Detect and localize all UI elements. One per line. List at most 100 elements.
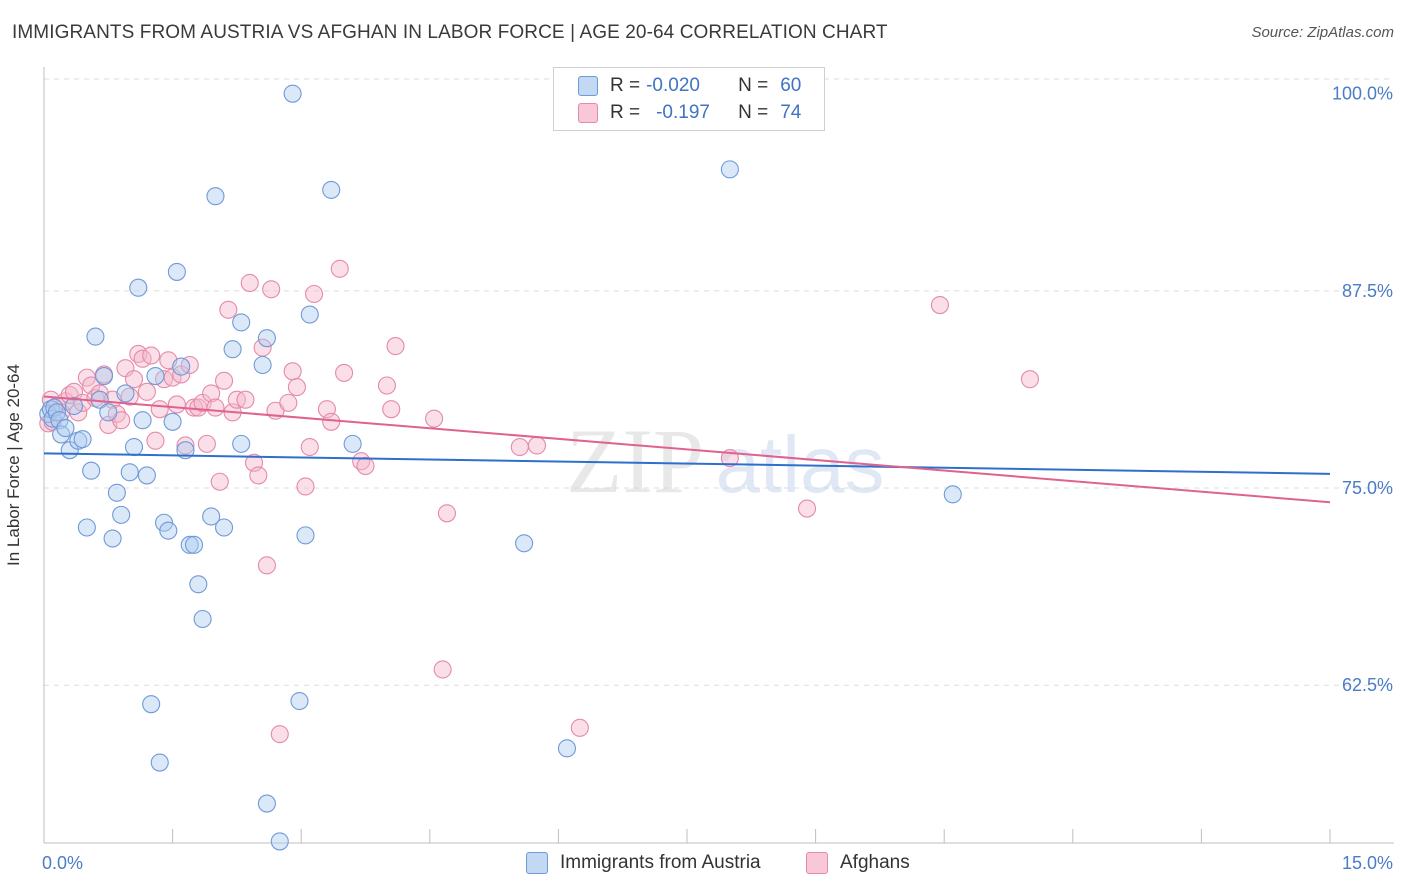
point-austria [146,366,165,386]
point-afghans [1020,370,1039,389]
y-tick-label: 62.5% [1342,675,1393,695]
point-austria [189,575,208,594]
point-austria [82,461,101,480]
trend-line-austria [43,452,1331,475]
point-austria [232,313,251,332]
point-afghans [322,412,341,431]
point-afghans [137,382,156,401]
point-austria [343,434,362,453]
point-austria [943,485,962,504]
point-austria [120,463,139,482]
series-afghans [39,259,1039,744]
point-austria [557,739,577,758]
legend-n-value: 74 [780,102,802,123]
point-afghans [300,437,319,457]
point-afghans [150,400,169,419]
series-legend: Immigrants from Austria Afghans [0,852,1406,878]
point-austria [159,521,178,540]
point-austria [257,329,276,348]
point-austria [99,403,118,422]
point-afghans [240,273,259,293]
legend-r-label: R = [610,75,641,96]
point-austria [124,437,144,457]
point-afghans [356,456,375,476]
correlation-legend: R = -0.020 N = 60 R = -0.197 N = 74 [553,67,825,131]
legend-n-label: N = [738,75,769,96]
point-afghans [305,284,324,304]
point-afghans [236,390,255,409]
source-label: Source: ZipAtlas.com [1251,24,1394,41]
point-austria [64,396,84,416]
point-afghans [330,259,349,278]
point-austria [94,366,114,386]
y-tick-label: 87.5% [1342,281,1393,301]
point-afghans [527,436,547,455]
point-afghans [270,725,289,744]
point-austria [172,357,191,376]
legend-r-label: R = [610,102,641,123]
point-afghans [386,337,405,356]
point-austria [129,278,148,297]
legend-item-afghans: Afghans [806,852,910,874]
point-afghans [283,362,302,381]
point-afghans [219,300,238,319]
trend-lines [43,395,1331,504]
point-afghans [287,378,306,397]
legend-r-value: -0.197 [656,102,710,123]
point-austria [296,526,315,545]
point-afghans [335,363,354,382]
point-afghans [202,384,221,403]
point-austria [133,411,152,430]
point-austria [193,609,212,629]
watermark-zip: ZIP [566,410,704,512]
legend-item-austria: Immigrants from Austria [526,852,761,874]
point-afghans [930,296,949,315]
point-afghans [214,371,234,390]
point-afghans [197,434,216,453]
point-austria [86,327,105,346]
point-austria [180,535,199,554]
grid-lines [44,78,1394,686]
point-afghans [425,409,444,428]
point-afghans [437,504,456,523]
y-tick-label: 100.0% [1332,84,1393,104]
point-afghans [124,370,144,389]
point-afghans [570,718,589,737]
point-austria [107,483,126,502]
point-afghans [206,398,225,417]
point-austria [137,466,156,485]
point-afghans [797,499,817,518]
point-afghans [142,346,161,365]
point-austria [150,753,169,772]
point-afghans [377,376,396,395]
point-austria [142,695,161,714]
point-afghans [262,280,281,299]
point-austria [223,340,242,359]
point-austria [202,507,221,526]
point-afghans [249,466,268,485]
trend-line-afghans [43,395,1331,504]
point-austria [257,794,276,813]
point-austria [167,262,186,281]
point-austria [184,535,204,554]
point-austria [56,419,75,438]
point-austria [214,518,234,537]
x-tick-label: 15.0% [1342,853,1393,873]
point-austria [290,691,309,711]
legend-swatch-pink [578,103,598,123]
point-austria [73,430,92,449]
legend-swatch-blue [578,76,598,96]
point-austria [253,355,272,375]
point-afghans [176,436,195,455]
legend-swatch-blue [526,852,548,874]
point-austria [206,187,225,206]
legend-row-austria: R = -0.020 N = 60 [578,74,801,98]
point-afghans [433,660,452,679]
point-austria [112,505,131,524]
point-afghans [510,437,529,457]
point-austria [300,305,319,324]
point-austria [322,180,341,199]
point-austria [77,518,96,537]
point-austria [283,84,302,103]
point-afghans [167,395,186,414]
